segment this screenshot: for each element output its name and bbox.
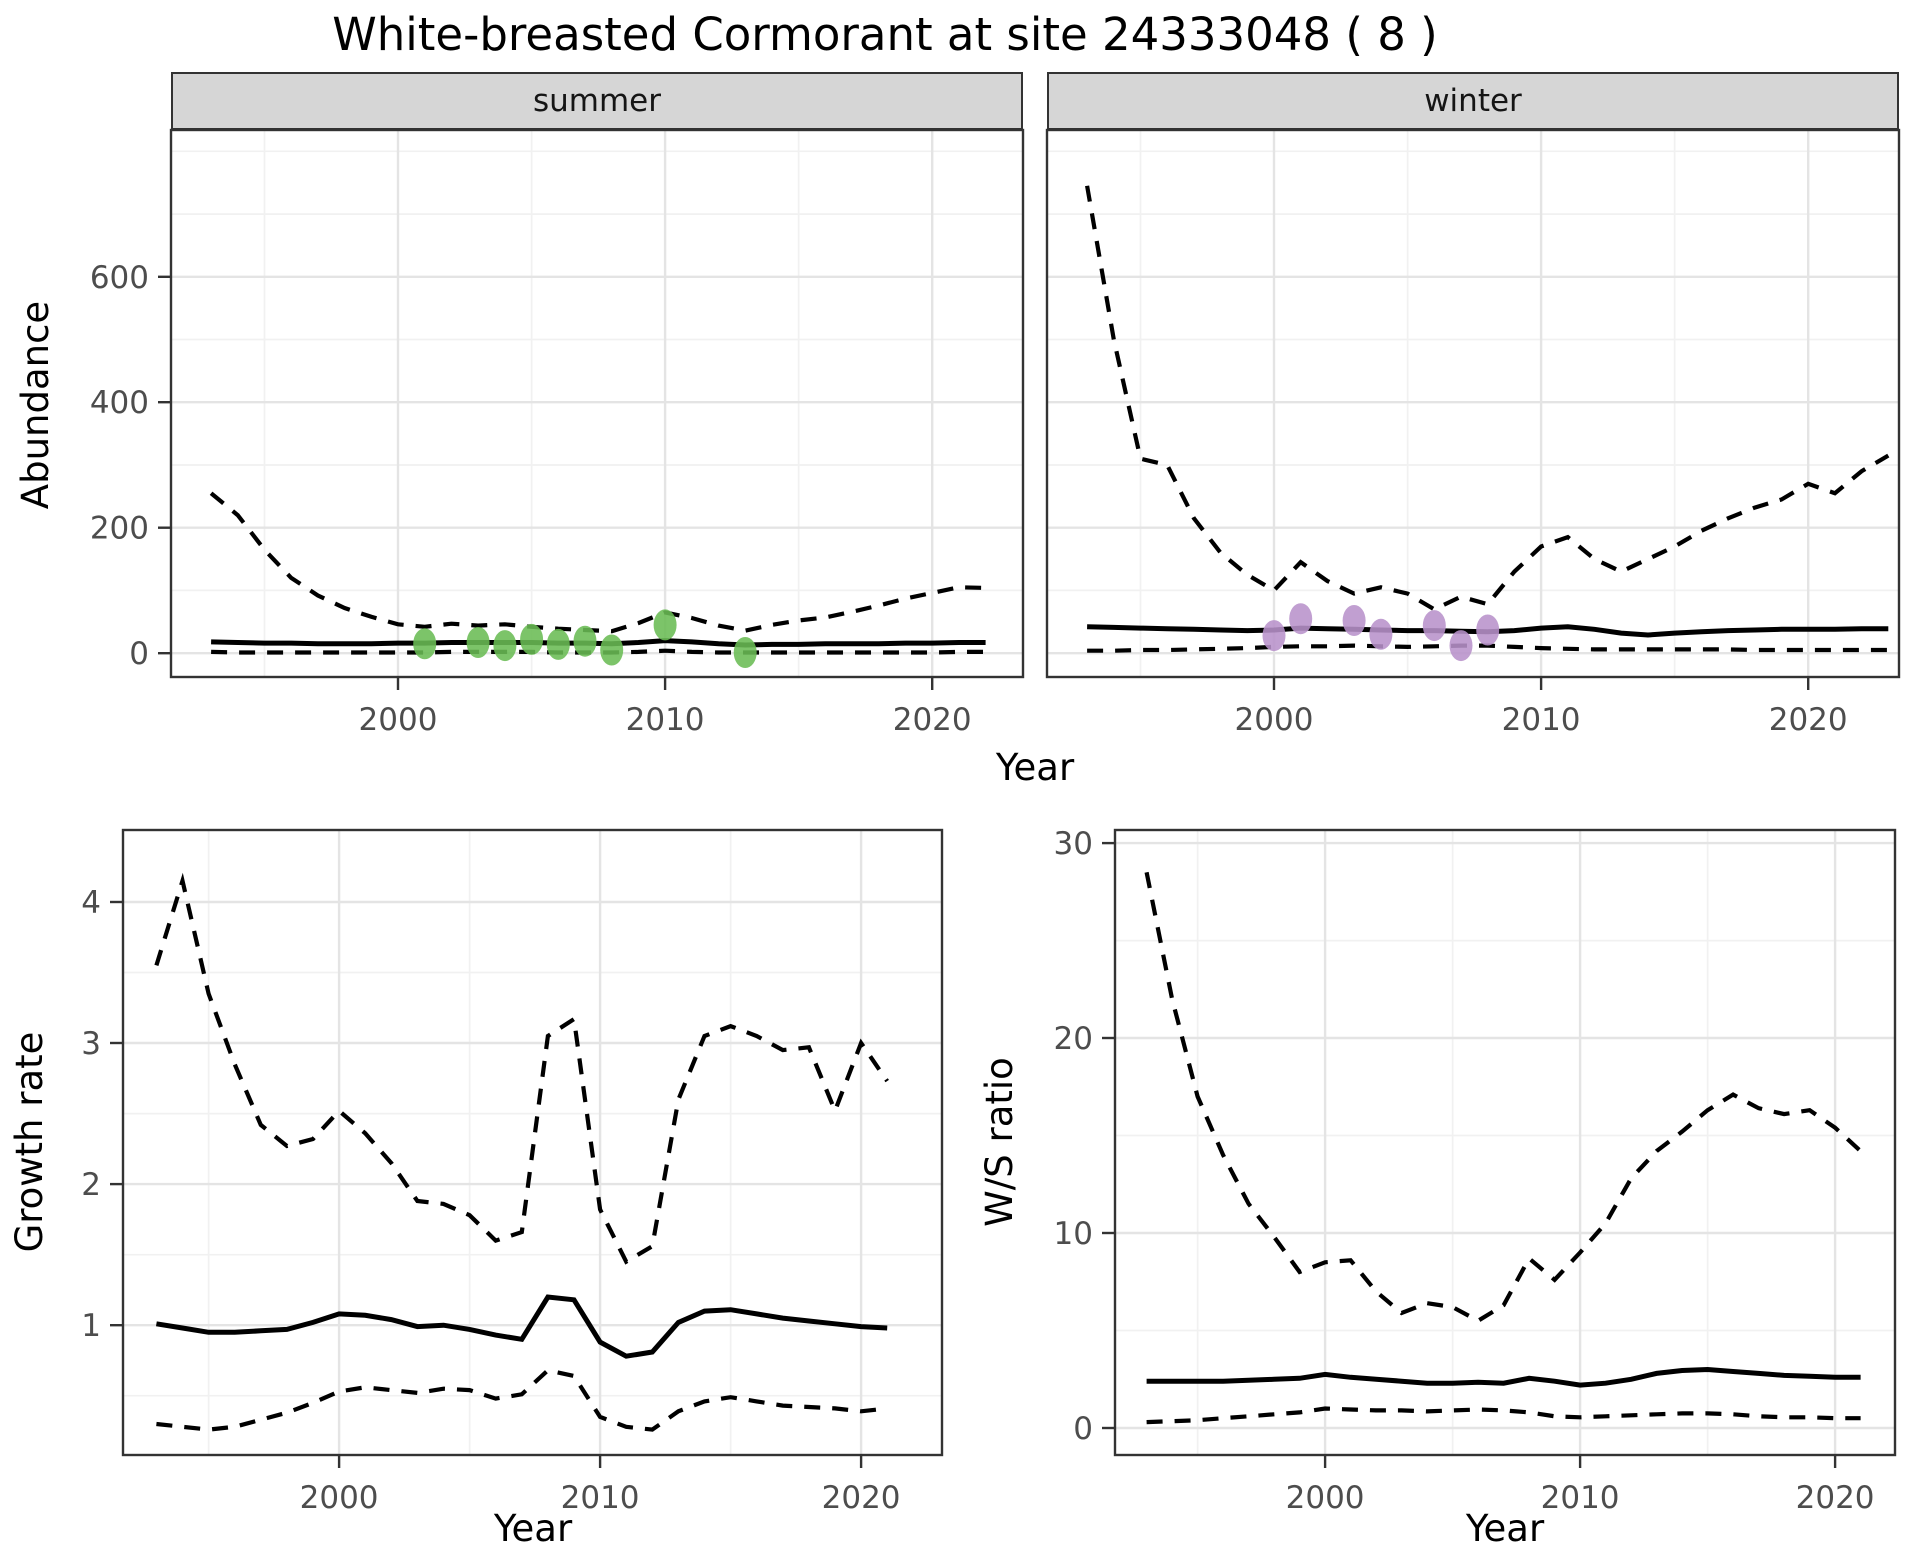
x-tick-label: 2020 <box>1769 702 1848 738</box>
data-point <box>1476 614 1500 646</box>
x-axis-title-year-top: Year <box>995 746 1075 789</box>
grid-minor <box>1047 130 1899 677</box>
panel-border <box>1113 828 1897 1457</box>
y-tick-label: 10 <box>1054 1216 1093 1252</box>
axis-ticks: 2000 2010 2020 1 2 3 4 <box>81 885 900 1516</box>
data-point <box>413 628 437 660</box>
data-point <box>653 609 677 641</box>
y-axis-title-ws-ratio: W/S ratio <box>978 1057 1021 1227</box>
panel-ws-ratio: 2000 2010 2020 0 10 20 30 <box>1054 826 1897 1516</box>
data-point <box>1342 605 1366 636</box>
panel-abundance-summer: 2000 2010 2020 0 200 400 600 <box>90 128 1025 738</box>
y-axis-title-growth-rate: Growth rate <box>8 1031 51 1253</box>
facet-strip-winter: winter <box>1047 72 1899 130</box>
series-median <box>156 1294 888 1359</box>
x-tick-label: 2010 <box>1502 702 1581 738</box>
y-tick-label: 20 <box>1054 1021 1093 1057</box>
data-point <box>1449 630 1473 662</box>
data-point <box>1369 618 1393 650</box>
observed-points-summer <box>413 609 757 668</box>
y-tick-label: 30 <box>1054 826 1093 862</box>
series-upper_ci <box>1144 871 1863 1324</box>
y-tick-label: 600 <box>90 260 149 296</box>
series-lower_ci <box>156 1368 888 1432</box>
grid-major <box>1115 830 1895 1455</box>
series-median <box>1146 1366 1861 1388</box>
axis-ticks: 2000 2010 2020 0 200 400 600 <box>90 260 972 738</box>
series-upper_ci <box>154 872 889 1265</box>
axis-ticks: 2000 2010 2020 0 10 20 30 <box>1054 826 1875 1516</box>
panel-border <box>1045 128 1901 679</box>
axis-ticks: 2000 2010 2020 <box>1235 677 1848 738</box>
y-tick-label: 200 <box>90 511 149 547</box>
data-point <box>573 625 597 657</box>
series-lower_ci <box>1146 1406 1861 1425</box>
x-tick-label: 2010 <box>1541 1480 1620 1516</box>
series-upper_ci <box>209 491 986 634</box>
data-point <box>1289 603 1313 635</box>
series-upper_ci <box>1085 185 1890 612</box>
x-tick-label: 2010 <box>626 702 705 738</box>
grid-minor <box>171 130 1023 677</box>
data-point <box>733 637 757 668</box>
y-tick-label: 1 <box>81 1308 101 1344</box>
grid-major <box>1047 130 1899 677</box>
x-tick-label: 2020 <box>1796 1480 1875 1516</box>
data-point <box>520 623 544 655</box>
y-tick-label: 0 <box>129 636 149 672</box>
x-axis-title-year-bottom-right: Year <box>1465 1507 1545 1550</box>
data-point <box>493 630 517 662</box>
grid-minor <box>123 830 942 1455</box>
observed-points-winter <box>1262 603 1500 662</box>
x-tick-label: 2000 <box>1286 1480 1365 1516</box>
x-tick-label: 2010 <box>561 1480 640 1516</box>
series-lower_ci <box>211 648 986 655</box>
x-tick-label: 2020 <box>822 1480 901 1516</box>
series-median <box>211 638 986 648</box>
x-axis-title-year-bottom-left: Year <box>493 1507 573 1550</box>
panel-border <box>169 128 1025 679</box>
y-tick-label: 3 <box>81 1026 101 1062</box>
panel-border <box>121 828 944 1457</box>
y-tick-label: 400 <box>90 385 149 421</box>
x-tick-label: 2000 <box>300 1480 379 1516</box>
x-tick-label: 2020 <box>893 702 972 738</box>
x-tick-label: 2000 <box>359 702 438 738</box>
panel-abundance-winter: 2000 2010 2020 <box>1045 128 1901 738</box>
facet-strip-summer-label: summer <box>532 83 661 119</box>
y-tick-label: 2 <box>81 1167 101 1203</box>
chart-title: White-breasted Cormorant at site 2433304… <box>332 8 1438 61</box>
series-lower_ci <box>1087 643 1889 653</box>
y-axis-title-abundance: Abundance <box>14 300 57 510</box>
data-point <box>1422 610 1446 642</box>
facet-strip-summer: summer <box>171 72 1023 130</box>
x-tick-label: 2000 <box>1235 702 1314 738</box>
facet-strip-winter-label: winter <box>1424 83 1522 119</box>
panel-growth-rate: 2000 2010 2020 1 2 3 4 <box>81 828 944 1516</box>
data-point <box>600 634 624 666</box>
y-tick-label: 0 <box>1073 1411 1093 1447</box>
grid-major <box>171 130 1023 677</box>
grid-minor <box>1115 830 1895 1455</box>
data-point <box>1262 620 1286 652</box>
data-point <box>546 628 570 660</box>
grid-major <box>123 830 942 1455</box>
data-point <box>466 627 490 658</box>
y-tick-label: 4 <box>81 885 101 921</box>
